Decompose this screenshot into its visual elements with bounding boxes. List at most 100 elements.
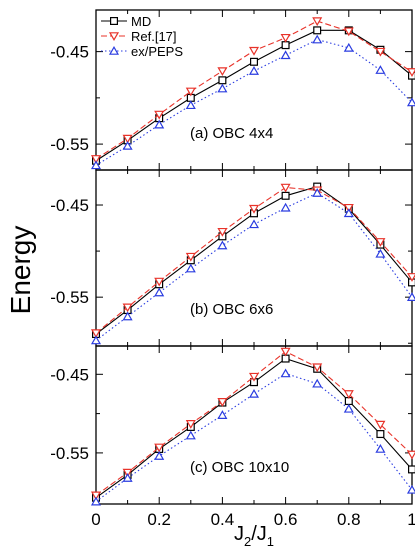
legend-entry-label: ex/PEPS — [131, 44, 183, 59]
data-point-marker — [375, 47, 386, 57]
data-point-marker — [122, 134, 133, 144]
panel-frame — [95, 169, 413, 347]
y-axis-title: Energy — [5, 226, 36, 315]
data-point-marker — [406, 484, 415, 494]
x-axis-title: J2/J1 — [234, 523, 274, 549]
y-tick-label: -0.55 — [50, 444, 89, 463]
data-point-marker — [154, 110, 165, 120]
y-tick-label: -0.45 — [50, 43, 89, 62]
data-point-marker — [217, 398, 228, 407]
data-point-marker — [280, 202, 291, 212]
panel-label: (c) OBC 10x10 — [190, 459, 289, 476]
data-point-marker — [280, 347, 291, 357]
data-point-marker — [343, 27, 354, 37]
data-point-marker — [185, 420, 196, 429]
legend-entry-label: MD — [131, 14, 151, 29]
data-point-marker — [248, 46, 260, 56]
chart-panels: -0.45-0.55(a) OBC 4x4MDRef.[17]ex/PEPS-0… — [50, 9, 415, 529]
legend-swatch-marker — [108, 32, 120, 42]
data-point-marker — [281, 191, 290, 200]
data-point-marker — [90, 496, 102, 506]
data-point-marker — [406, 450, 415, 460]
data-point-marker — [217, 240, 228, 250]
data-point-marker — [375, 420, 386, 430]
data-point-marker — [280, 183, 291, 193]
data-point-marker — [185, 100, 196, 110]
series-line-ex-peps — [95, 372, 413, 503]
data-point-marker — [122, 473, 133, 482]
data-point-marker — [217, 227, 228, 237]
x-tick-label: 0.2 — [147, 510, 171, 529]
data-point-marker — [408, 465, 415, 474]
data-point-marker — [312, 17, 323, 27]
x-axis-title-main: J — [234, 523, 244, 545]
data-point-marker — [313, 26, 322, 35]
x-tick-label: 1 — [407, 510, 415, 529]
data-point-marker — [185, 87, 196, 97]
data-point-marker — [248, 204, 260, 214]
panel-frame — [95, 345, 413, 505]
data-point-marker — [248, 66, 260, 75]
data-point-marker — [312, 378, 323, 388]
data-point-marker — [343, 42, 354, 52]
y-tick-label: -0.45 — [50, 365, 89, 384]
data-point-marker — [90, 335, 102, 345]
data-point-marker — [343, 203, 354, 213]
data-point-marker — [312, 34, 323, 44]
panel-c: -0.45 -0.55 (c) OBC 10x10 0 0.2 0.4 0.6 0.8 1 — [50, 345, 415, 529]
data-point-marker — [280, 33, 291, 43]
data-point-marker — [312, 363, 323, 373]
data-point-marker — [280, 368, 291, 378]
x-tick-label: 0.6 — [274, 510, 298, 529]
legend-swatch-marker — [108, 45, 120, 55]
data-point-marker — [375, 443, 386, 453]
data-point-marker — [343, 208, 354, 218]
x-axis-title-slash: /J — [251, 523, 267, 545]
data-point-marker — [375, 248, 386, 258]
data-point-marker — [154, 119, 165, 129]
data-point-marker — [376, 430, 385, 439]
data-point-marker — [217, 410, 228, 419]
data-point-marker — [185, 252, 196, 262]
x-axis-title-sub1: 2 — [244, 534, 251, 549]
data-point-marker — [218, 76, 227, 85]
data-point-marker — [375, 238, 386, 247]
data-point-marker — [122, 303, 133, 313]
y-tick-label: -0.55 — [50, 288, 89, 307]
data-point-marker — [122, 140, 133, 150]
data-point-marker — [90, 491, 102, 501]
y-tick-label: -0.45 — [50, 196, 89, 215]
data-point-marker — [90, 329, 102, 339]
data-point-marker — [343, 403, 354, 413]
panel-label: (a) OBC 4x4 — [190, 125, 273, 142]
data-point-marker — [280, 50, 291, 60]
data-point-marker — [217, 83, 228, 93]
data-point-marker — [406, 273, 415, 282]
x-tick-label: 0.8 — [337, 510, 361, 529]
data-point-marker — [406, 97, 415, 107]
x-axis-title-sub2: 1 — [267, 534, 274, 549]
data-point-marker — [375, 65, 386, 74]
panel-label: (b) OBC 6x6 — [190, 301, 273, 318]
data-point-marker — [185, 263, 196, 273]
data-point-marker — [406, 292, 415, 301]
series-line-ref-17- — [95, 350, 413, 496]
x-tick-label: 0 — [91, 510, 100, 529]
data-point-marker — [281, 41, 290, 50]
data-point-marker — [90, 155, 102, 164]
data-point-marker — [90, 160, 102, 170]
data-point-marker — [406, 68, 415, 77]
data-point-marker — [312, 188, 323, 197]
data-point-marker — [248, 388, 260, 398]
data-point-marker — [250, 57, 259, 66]
data-point-marker — [154, 287, 165, 297]
data-point-marker — [248, 372, 260, 382]
data-point-marker — [154, 451, 165, 460]
data-point-marker — [343, 390, 354, 399]
panel-b: -0.45 -0.55 (b) OBC 6x6 — [50, 169, 415, 347]
legend-entry-label: Ref.[17] — [131, 29, 177, 44]
y-tick-label: -0.55 — [50, 135, 89, 154]
